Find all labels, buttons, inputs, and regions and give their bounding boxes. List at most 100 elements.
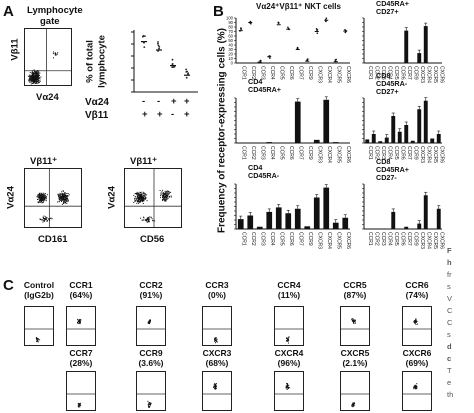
flow-event-dot (137, 200, 138, 202)
flow-event-dot (43, 220, 45, 222)
flow-event-dot (80, 319, 82, 320)
cutoff-caption-fragment: d (447, 342, 452, 351)
flow-label-name: CCR1 (69, 280, 93, 290)
flow-event-dot (37, 194, 39, 196)
flow-event-dot (138, 192, 140, 194)
chart-x-tick-label: CCR5 (278, 232, 284, 246)
flow-event-dot (61, 199, 63, 201)
flow-event-dot (64, 202, 66, 204)
cutoff-caption-fragment: T (447, 366, 452, 375)
flow-event-dot (41, 196, 43, 198)
flow-event-dot (58, 199, 60, 200)
chart-title-line: CD8 (376, 71, 390, 80)
flow-event-dot (63, 199, 65, 201)
strip-ylabel-line2: lymphocyte (96, 35, 108, 88)
chart-x-tick-label: CCR7 (297, 66, 303, 80)
flow-event-dot (161, 192, 163, 194)
flow-event-dot (60, 200, 62, 201)
chart-y-tick-label: 40 (228, 43, 233, 48)
flow-event-dot (58, 196, 60, 198)
flow-cloud (413, 383, 418, 390)
flow-event-dot (77, 323, 79, 324)
bar (404, 125, 409, 143)
bar (294, 101, 301, 143)
flow-event-dot (44, 196, 46, 198)
flow-event-dot (286, 383, 288, 385)
flow-cloud (147, 400, 152, 408)
flow-event-dot (34, 72, 36, 74)
bar (404, 30, 409, 64)
flow-event-dot (66, 197, 68, 199)
flow-event-dot (354, 403, 356, 405)
cutoff-caption-fragment: C (447, 318, 453, 327)
bar (365, 228, 370, 230)
flow-event-dot (30, 78, 32, 80)
flow-event-dot (170, 195, 172, 197)
control-label-line2: (IgG2b) (24, 290, 54, 300)
bar (247, 215, 254, 229)
flow-event-dot (31, 78, 32, 80)
flow-event-dot (39, 218, 41, 220)
flow-event-dot (140, 193, 142, 195)
flow-event-dot (144, 219, 146, 221)
gate-label-line2: gate (40, 16, 60, 27)
flow-event-dot (39, 218, 41, 220)
chart-title-line: CD4 (248, 163, 262, 172)
bar (430, 138, 435, 143)
flow-event-dot (78, 403, 80, 405)
flow-event-dot (416, 383, 418, 385)
flow-event-dot (142, 198, 144, 199)
flow-event-dot (79, 321, 81, 323)
chart-x-tick-label: CCR4 (269, 146, 275, 160)
flow-event-dot (62, 190, 64, 192)
flow-event-dot (67, 198, 68, 200)
flow-event-dot (66, 196, 68, 198)
flow-event-dot (29, 80, 31, 82)
flow-event-dot (49, 219, 51, 221)
flow-event-dot (286, 337, 288, 339)
flow-plot-cxcr4 (274, 371, 304, 411)
dotplot-cd56-xlabel: CD56 (140, 234, 165, 245)
strip-sign-1-1: + (157, 109, 163, 120)
flow-event-dot (143, 216, 144, 218)
bar (323, 99, 330, 143)
flow-event-dot (64, 192, 66, 194)
flow-event-dot (414, 385, 416, 387)
flow-event-dot (147, 404, 149, 406)
flow-event-dot (353, 404, 354, 406)
flow-event-dot (40, 193, 42, 195)
cd161-lower-cloud (39, 215, 53, 223)
cd161-neg-cloud (36, 192, 48, 204)
flow-event-dot (32, 77, 34, 79)
flow-event-dot (139, 197, 140, 199)
flow-event-dot (61, 203, 63, 205)
flow-event-dot (38, 75, 40, 77)
flow-event-dot (44, 219, 46, 220)
flow-event-dot (140, 217, 142, 219)
flow-plot-ccr2 (136, 306, 166, 346)
flow-event-dot (77, 406, 79, 407)
flow-event-dot (148, 320, 150, 322)
flow-event-dot (41, 199, 43, 201)
flow-event-dot (139, 196, 141, 198)
flow-event-dot (142, 197, 144, 199)
bar (378, 62, 383, 64)
flow-event-dot (36, 70, 38, 72)
flow-event-dot (33, 74, 35, 76)
flow-event-dot (29, 72, 31, 74)
flow-event-dot (167, 192, 169, 194)
flow-event-dot (45, 196, 47, 198)
flow-event-dot (67, 195, 69, 197)
flow-event-dot (77, 403, 79, 405)
flow-event-dot (33, 81, 35, 83)
flow-event-dot (351, 405, 353, 407)
flow-event-dot (38, 81, 39, 83)
flow-event-dot (353, 321, 355, 322)
flow-event-dot (35, 81, 37, 83)
flow-event-dot (58, 196, 60, 198)
cutoff-caption-fragment: th (447, 390, 454, 399)
flow-event-dot (80, 404, 82, 406)
flow-label-name: CCR4 (277, 280, 301, 290)
chart-x-tick-label: CCR7 (297, 146, 303, 160)
